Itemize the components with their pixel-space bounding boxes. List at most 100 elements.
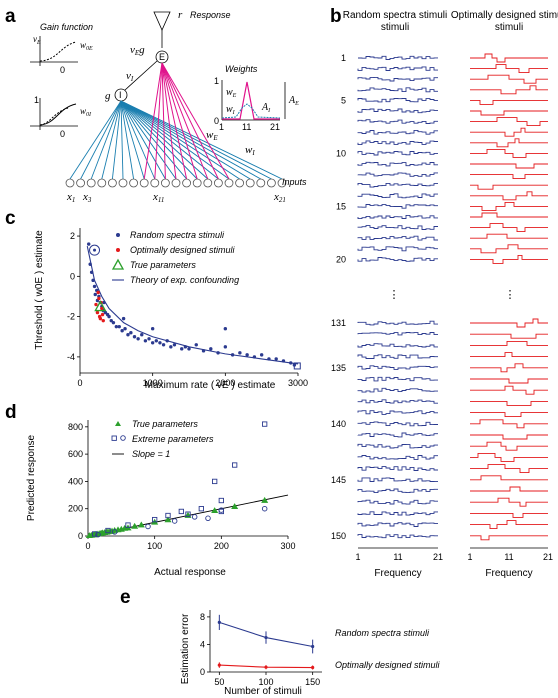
- e-axes: 50 100 150 0 4 8: [200, 610, 322, 687]
- inhibitory-connection: [120, 100, 230, 180]
- extreme-circle-point: [261, 505, 268, 512]
- wE-weights-label: wE: [226, 87, 237, 99]
- optimal-xlabel: Frequency: [485, 568, 532, 579]
- random-stimulus-trace: [357, 343, 438, 348]
- optimal-stimulus-trace: [470, 117, 548, 127]
- random-stimuli-point: [120, 329, 124, 333]
- random-stimuli-point: [136, 337, 140, 341]
- random-stimuli-point: [267, 357, 271, 361]
- random-stimuli-point: [117, 324, 121, 329]
- optimal-stimulus-trace: [470, 74, 548, 84]
- inhibitory-connection: [90, 100, 122, 180]
- inhibitory-connection: [120, 100, 124, 180]
- random-stimulus-trace: [357, 443, 438, 449]
- random-stimuli-point: [93, 292, 97, 297]
- optimal-stimulus-trace: [470, 233, 548, 239]
- true-parameter-triangle: [261, 496, 269, 503]
- random-stimuli-point: [161, 343, 166, 347]
- optimal-stimuli-traces: [470, 53, 548, 541]
- e-data-point: [264, 635, 268, 640]
- extreme-square-point: [92, 531, 98, 537]
- panel-c-label: c: [5, 208, 16, 229]
- input-unit: [160, 178, 170, 188]
- random-stimuli-point: [223, 345, 228, 349]
- optimal-stimulus-trace: [470, 184, 548, 190]
- random-stimuli-point: [252, 355, 257, 359]
- optimal-column-title-line2: stimuli: [495, 22, 523, 33]
- optimal-stimulus-trace: [470, 254, 548, 264]
- optimal-stimulus-trace: [470, 412, 548, 418]
- extreme-circle-point: [95, 531, 101, 538]
- extreme-circle-dot: [93, 248, 97, 252]
- optimal-stimuli-point: [101, 318, 105, 323]
- random-stimulus-trace: [357, 466, 438, 471]
- y-tick-label: 600: [68, 449, 83, 459]
- random-column-title: Random spectra stimuli: [343, 10, 447, 21]
- true-parameter-marker: [94, 300, 107, 312]
- random-column-title-line2: stimuli: [381, 22, 409, 33]
- random-stimulus-trace: [357, 387, 438, 393]
- random-stimulus-trace: [357, 182, 438, 188]
- random-stimulus-trace: [357, 235, 438, 241]
- random-stimulus-trace: [357, 108, 438, 114]
- optimal-stimulus-trace: [470, 400, 548, 406]
- input-x21-label: x21: [273, 191, 286, 204]
- true-parameter-triangle: [211, 507, 219, 514]
- random-stimulus-trace: [357, 488, 438, 494]
- inhibitory-connection: [69, 100, 122, 180]
- optimal-stimulus-trace: [470, 464, 548, 474]
- d-ylabel: Predicted response: [26, 434, 37, 521]
- inhibitory-connection: [120, 100, 156, 180]
- random-stimuli-point: [89, 270, 94, 275]
- gain-function-e-inset: vE w0E 0: [30, 34, 93, 75]
- random-stimulus-trace: [357, 172, 438, 177]
- legend-true-marker: [111, 258, 125, 270]
- random-stimulus-trace: [357, 204, 438, 209]
- random-stimuli-point: [216, 351, 220, 355]
- c-axes: 0 1000 2000 3000 -4 -2 0 2: [67, 228, 308, 388]
- e-ylabel: Estimation error: [180, 613, 191, 684]
- stimulus-row-label: 10: [336, 148, 346, 158]
- weights-xtick-11: 11: [242, 122, 251, 132]
- extreme-square-point: [125, 522, 131, 528]
- random-xtick-11: 11: [393, 552, 402, 562]
- optimal-stimulus-trace: [470, 110, 548, 116]
- random-stimulus-trace: [357, 320, 438, 326]
- legend-label: True parameters: [132, 419, 198, 429]
- random-stimulus-trace: [357, 119, 438, 124]
- inhibitory-connection: [111, 100, 122, 180]
- wE-label: wE: [206, 129, 218, 142]
- x-tick-label: 100: [258, 677, 273, 687]
- random-stimulus-trace: [357, 332, 438, 336]
- optimal-stimulus-trace: [470, 85, 548, 95]
- extreme-square-point: [152, 516, 158, 523]
- stimulus-row-label: 135: [331, 363, 346, 373]
- random-stimuli-point: [123, 326, 127, 331]
- extreme-square-point: [178, 508, 184, 515]
- random-stimuli-point: [259, 353, 264, 357]
- optimal-stimulus-trace: [470, 99, 548, 105]
- extreme-square-point: [165, 512, 171, 519]
- random-stimulus-trace: [357, 410, 438, 415]
- weights-xtick-21: 21: [270, 122, 280, 132]
- optimal-stimulus-trace: [470, 191, 548, 201]
- legend-extreme-circle: [120, 435, 126, 441]
- d-axes: 0 100 200 300 0 200 400 600 800: [68, 420, 296, 551]
- random-stimulus-trace: [357, 534, 438, 539]
- random-stimuli-point: [150, 341, 155, 345]
- d-marks: [85, 421, 289, 539]
- stimulus-row-label: 20: [336, 254, 346, 264]
- legend-optimal-marker: [116, 248, 120, 252]
- inhibitory-connection: [120, 100, 283, 180]
- optimal-stimulus-trace: [470, 223, 548, 233]
- input-x1-label: x1: [66, 191, 75, 204]
- random-stimuli-point: [129, 331, 133, 335]
- optimal-stimulus-trace: [470, 385, 548, 395]
- y-tick-label: 800: [68, 422, 83, 432]
- gain-i-zero-tick: 0: [60, 129, 65, 139]
- panel-b-stimuli: Random spectra stimuli stimuli Optimally…: [331, 10, 558, 579]
- random-stimulus-trace: [357, 499, 438, 505]
- e-data-point: [311, 644, 315, 649]
- d-xlabel: Actual response: [154, 567, 226, 578]
